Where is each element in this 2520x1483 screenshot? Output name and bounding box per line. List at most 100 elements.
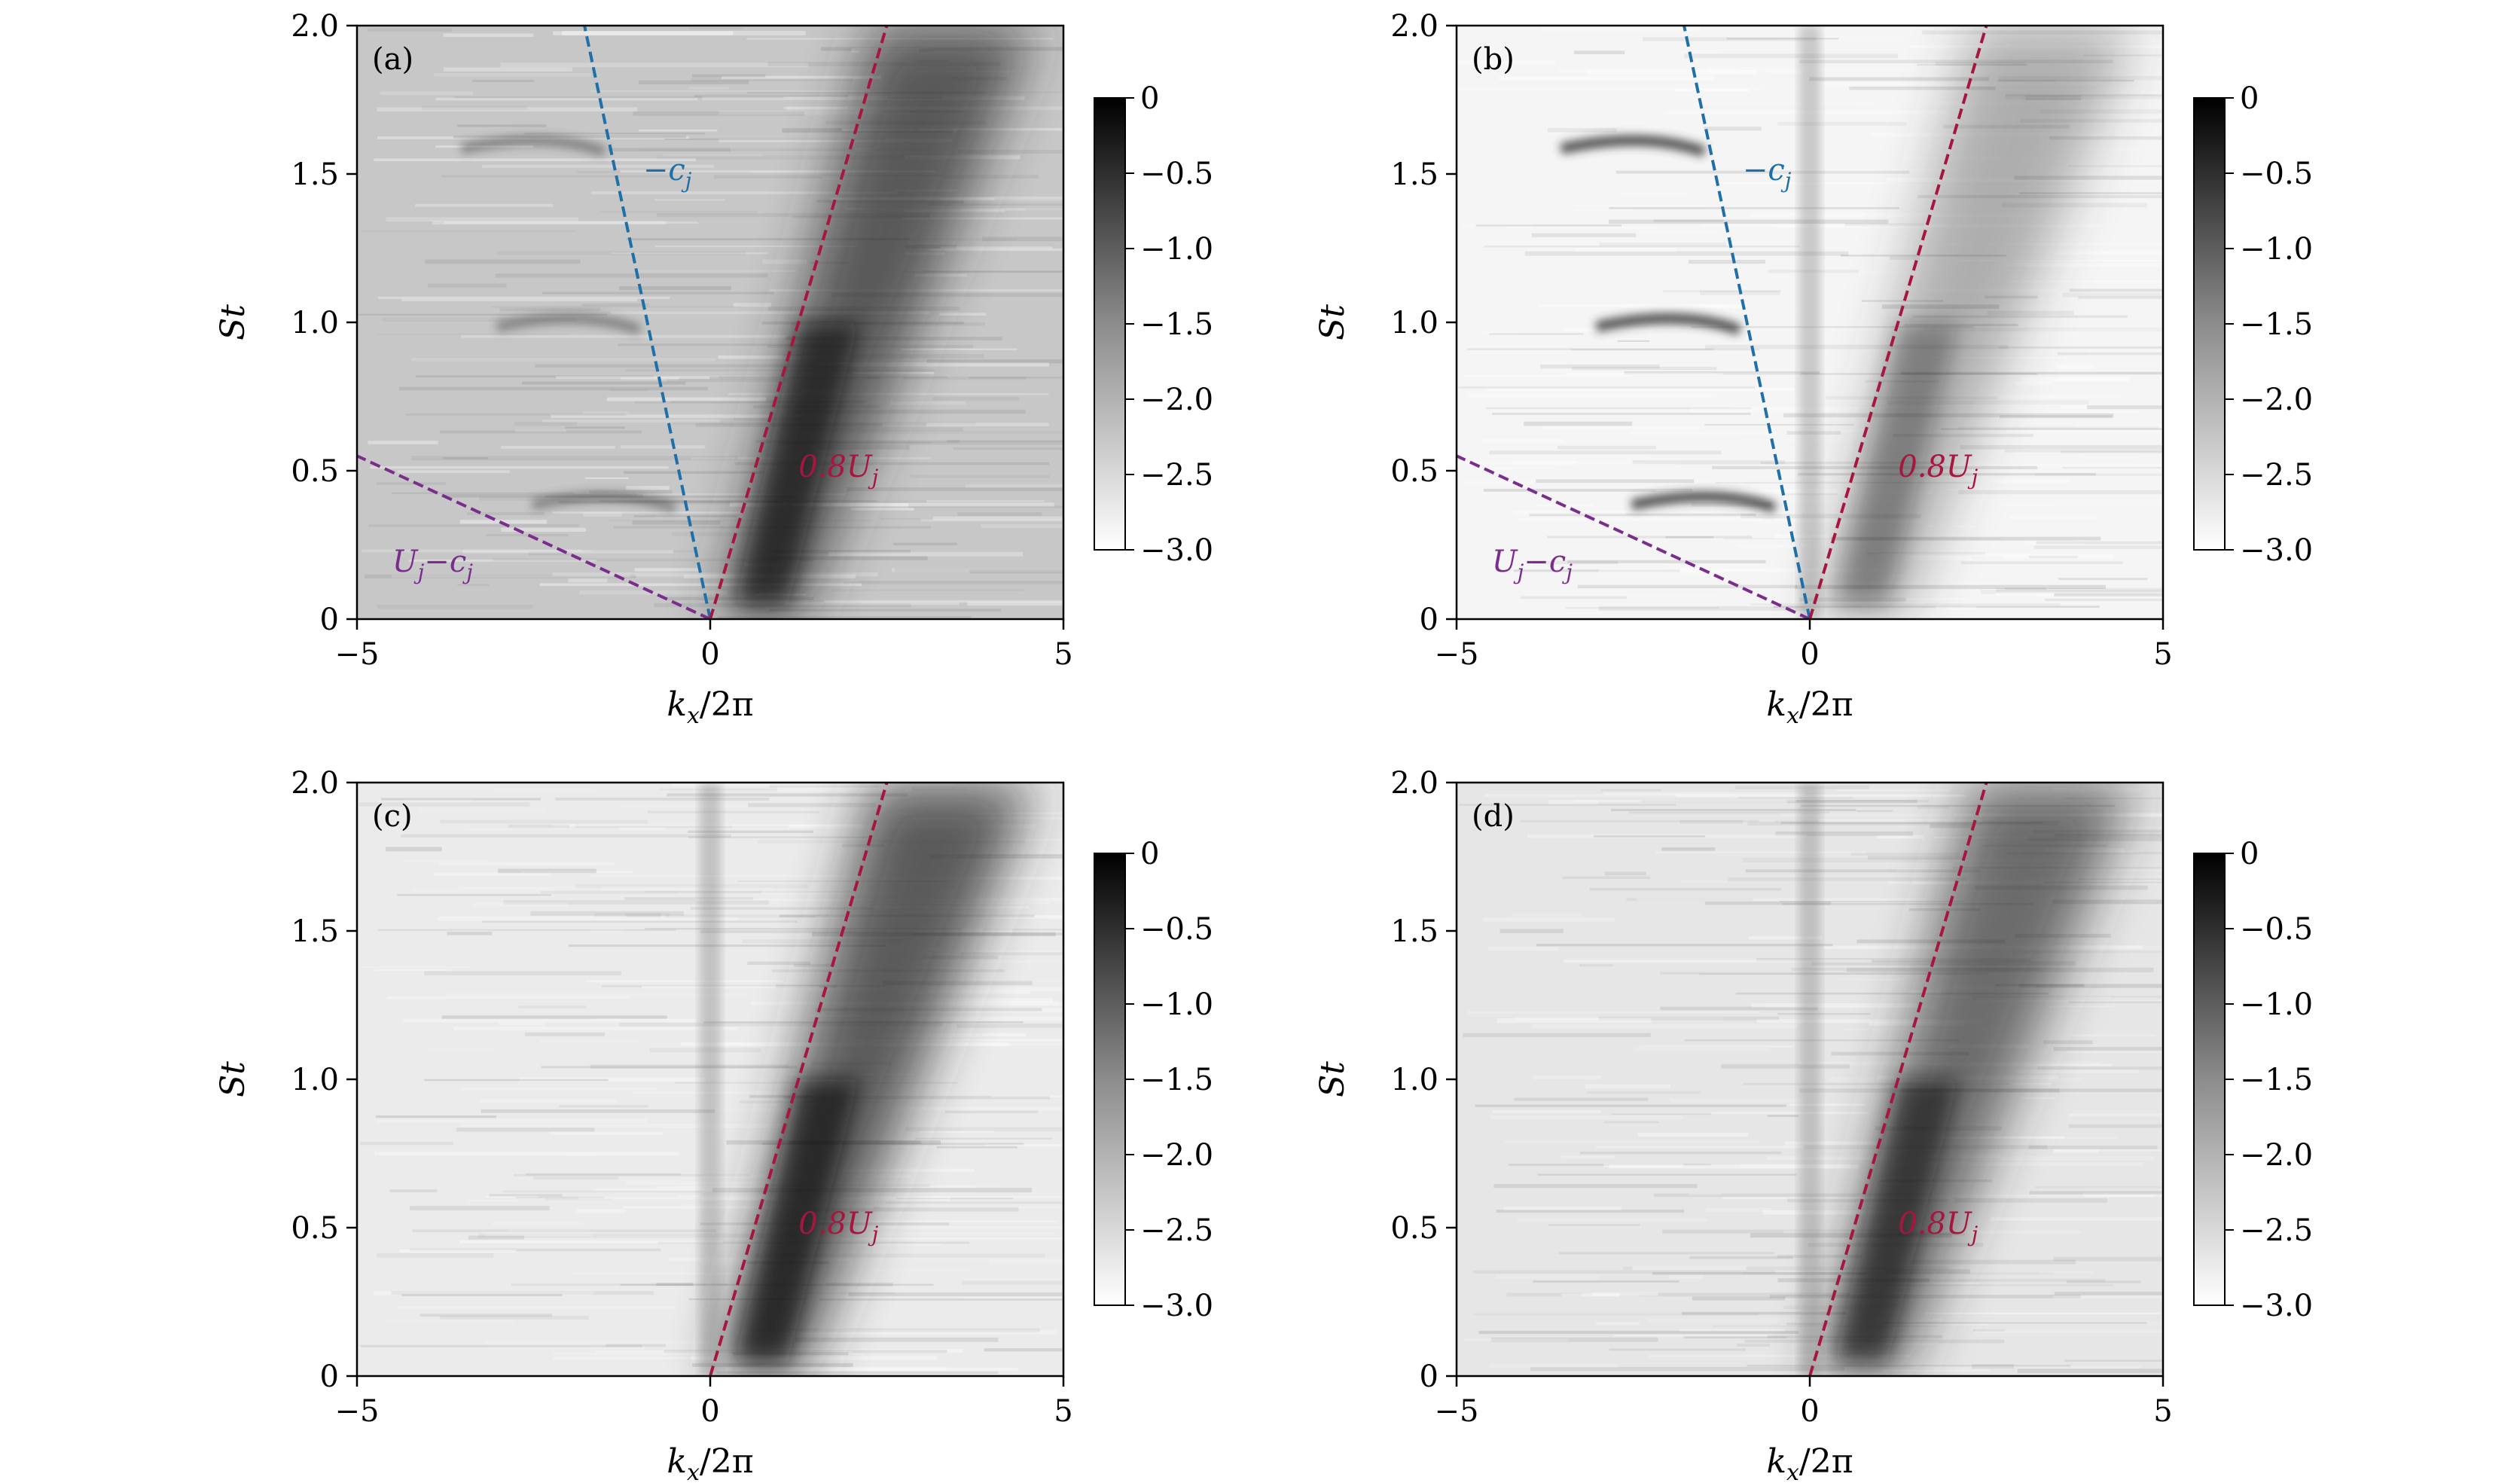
heatmap-streak bbox=[2021, 377, 2131, 382]
heatmap-streak bbox=[1756, 1019, 1984, 1024]
heatmap-streak bbox=[963, 200, 1063, 204]
heatmap-streak bbox=[2036, 541, 2163, 545]
x-axis-label-sub: x bbox=[1786, 1460, 1799, 1483]
heatmap-streak bbox=[2069, 1113, 2163, 1117]
heatmap-streak bbox=[990, 1259, 1063, 1264]
heatmap-streak bbox=[730, 502, 1054, 507]
heatmap-streak bbox=[1561, 1293, 1640, 1297]
heatmap-streak bbox=[1670, 1098, 1803, 1103]
heatmap-streak bbox=[1887, 881, 2003, 884]
heatmap-streak bbox=[626, 486, 670, 490]
heatmap-streak bbox=[461, 1124, 786, 1128]
heatmap-streak bbox=[575, 883, 808, 889]
heatmap-streak bbox=[647, 810, 819, 813]
heatmap-streak bbox=[1623, 1266, 1949, 1271]
line-annotation: Uj−cjU_j−c_j bbox=[392, 545, 473, 584]
heatmap-streak bbox=[466, 828, 514, 831]
heatmap-streak bbox=[819, 1226, 1063, 1230]
heatmap-streak bbox=[1524, 251, 1849, 256]
heatmap-streak bbox=[397, 894, 552, 896]
heatmap-streak bbox=[1596, 1145, 1896, 1149]
y-tick-label: 0.5 bbox=[1390, 1211, 1438, 1246]
colorbar-tick-label: −2.5 bbox=[1140, 458, 1213, 493]
heatmap-streak bbox=[700, 930, 888, 934]
heatmap-streak bbox=[486, 1340, 711, 1344]
heatmap-streak bbox=[633, 111, 805, 116]
heatmap-streak bbox=[926, 359, 1063, 364]
heatmap-streak bbox=[1489, 333, 1584, 335]
heatmap-streak bbox=[1473, 1313, 1759, 1316]
heatmap-streak bbox=[2057, 352, 2163, 355]
colorbar-tick-label: 0 bbox=[1140, 81, 1159, 116]
y-tick-label: 0 bbox=[1420, 1359, 1438, 1394]
heatmap-streak bbox=[540, 890, 761, 894]
heatmap-streak bbox=[391, 1291, 654, 1295]
heatmap-streak bbox=[1633, 50, 1721, 53]
heatmap-streak bbox=[514, 429, 566, 432]
heatmap-streak bbox=[750, 1328, 1040, 1332]
heatmap-streak bbox=[424, 1079, 609, 1082]
heatmap-streak bbox=[892, 567, 1063, 572]
colorbar-tick-label: −1.0 bbox=[2240, 987, 2313, 1022]
heatmap-streak bbox=[480, 1098, 618, 1103]
heatmap-streak bbox=[2069, 1001, 2163, 1003]
heatmap-streak bbox=[1917, 1137, 2119, 1140]
heatmap-streak bbox=[2049, 499, 2163, 503]
heatmap-streak bbox=[718, 110, 910, 115]
heatmap-streak bbox=[502, 1190, 703, 1193]
heatmap-streak bbox=[551, 414, 772, 418]
heatmap-streak bbox=[1623, 126, 1662, 130]
heatmap-streak bbox=[778, 441, 1063, 445]
heatmap-streak bbox=[1464, 1338, 1568, 1341]
heatmap-streak bbox=[501, 527, 586, 532]
heatmap-streak bbox=[1689, 259, 1765, 264]
heatmap-streak bbox=[879, 1042, 1063, 1046]
heatmap-streak bbox=[1541, 26, 1701, 31]
heatmap-streak bbox=[990, 1095, 1063, 1098]
energy-wedge-core-shape bbox=[734, 322, 859, 605]
heatmap-streak bbox=[1622, 304, 1743, 309]
heatmap-streak bbox=[621, 445, 706, 449]
x-tick-label: 5 bbox=[2153, 1394, 2172, 1429]
colorbar-tick-label: −0.5 bbox=[1140, 912, 1213, 947]
heatmap-streak bbox=[2052, 1295, 2163, 1299]
heatmap-streak bbox=[817, 1327, 849, 1331]
heatmap-streak bbox=[565, 426, 625, 429]
heatmap-streak bbox=[553, 1356, 786, 1359]
colorbar: 0 −0.5 −1.0 −1.5 −2.0 −2.5 −3.0 bbox=[2193, 81, 2313, 568]
heatmap-streak bbox=[424, 971, 621, 976]
tonal-feature bbox=[496, 313, 642, 335]
heatmap-streak bbox=[1596, 1321, 1640, 1326]
heatmap-streak bbox=[1655, 489, 1838, 493]
heatmap-streak bbox=[748, 803, 876, 807]
heatmap-streak bbox=[360, 1344, 642, 1347]
heatmap-streak bbox=[535, 364, 850, 368]
heatmap-streak bbox=[1603, 1121, 1659, 1124]
heatmap-streak bbox=[1527, 834, 1807, 838]
heatmap-streak bbox=[481, 1109, 715, 1113]
heatmap-streak bbox=[468, 1235, 525, 1240]
heatmap-streak bbox=[656, 1283, 694, 1286]
heatmap-streak bbox=[626, 238, 910, 241]
heatmap-streak bbox=[1511, 131, 1655, 135]
heatmap-streak bbox=[1512, 461, 1577, 465]
heatmap-streak bbox=[1517, 1218, 1707, 1222]
heatmap-streak bbox=[1704, 423, 1854, 426]
heatmap-streak bbox=[1705, 344, 2009, 349]
colorbar-tick-label: −1.5 bbox=[1140, 307, 1213, 342]
heatmap-streak bbox=[498, 868, 596, 874]
heatmap-streak bbox=[524, 1032, 606, 1036]
heatmap-streak bbox=[557, 1108, 812, 1112]
heatmap-streak bbox=[2054, 1292, 2163, 1295]
heatmap-streak bbox=[1576, 248, 1677, 252]
x-tick-label: 5 bbox=[2153, 637, 2172, 672]
heatmap-streak bbox=[969, 569, 1063, 574]
heatmap-streak bbox=[412, 1229, 717, 1232]
heatmap-streak bbox=[590, 1346, 645, 1350]
zero-band-shape bbox=[699, 783, 722, 1376]
heatmap-streak bbox=[365, 574, 684, 578]
x-tick-label: −5 bbox=[335, 637, 380, 672]
heatmap-streak bbox=[606, 397, 767, 401]
heatmap-streak bbox=[1610, 1112, 1869, 1115]
heatmap-streak bbox=[1875, 26, 1914, 29]
